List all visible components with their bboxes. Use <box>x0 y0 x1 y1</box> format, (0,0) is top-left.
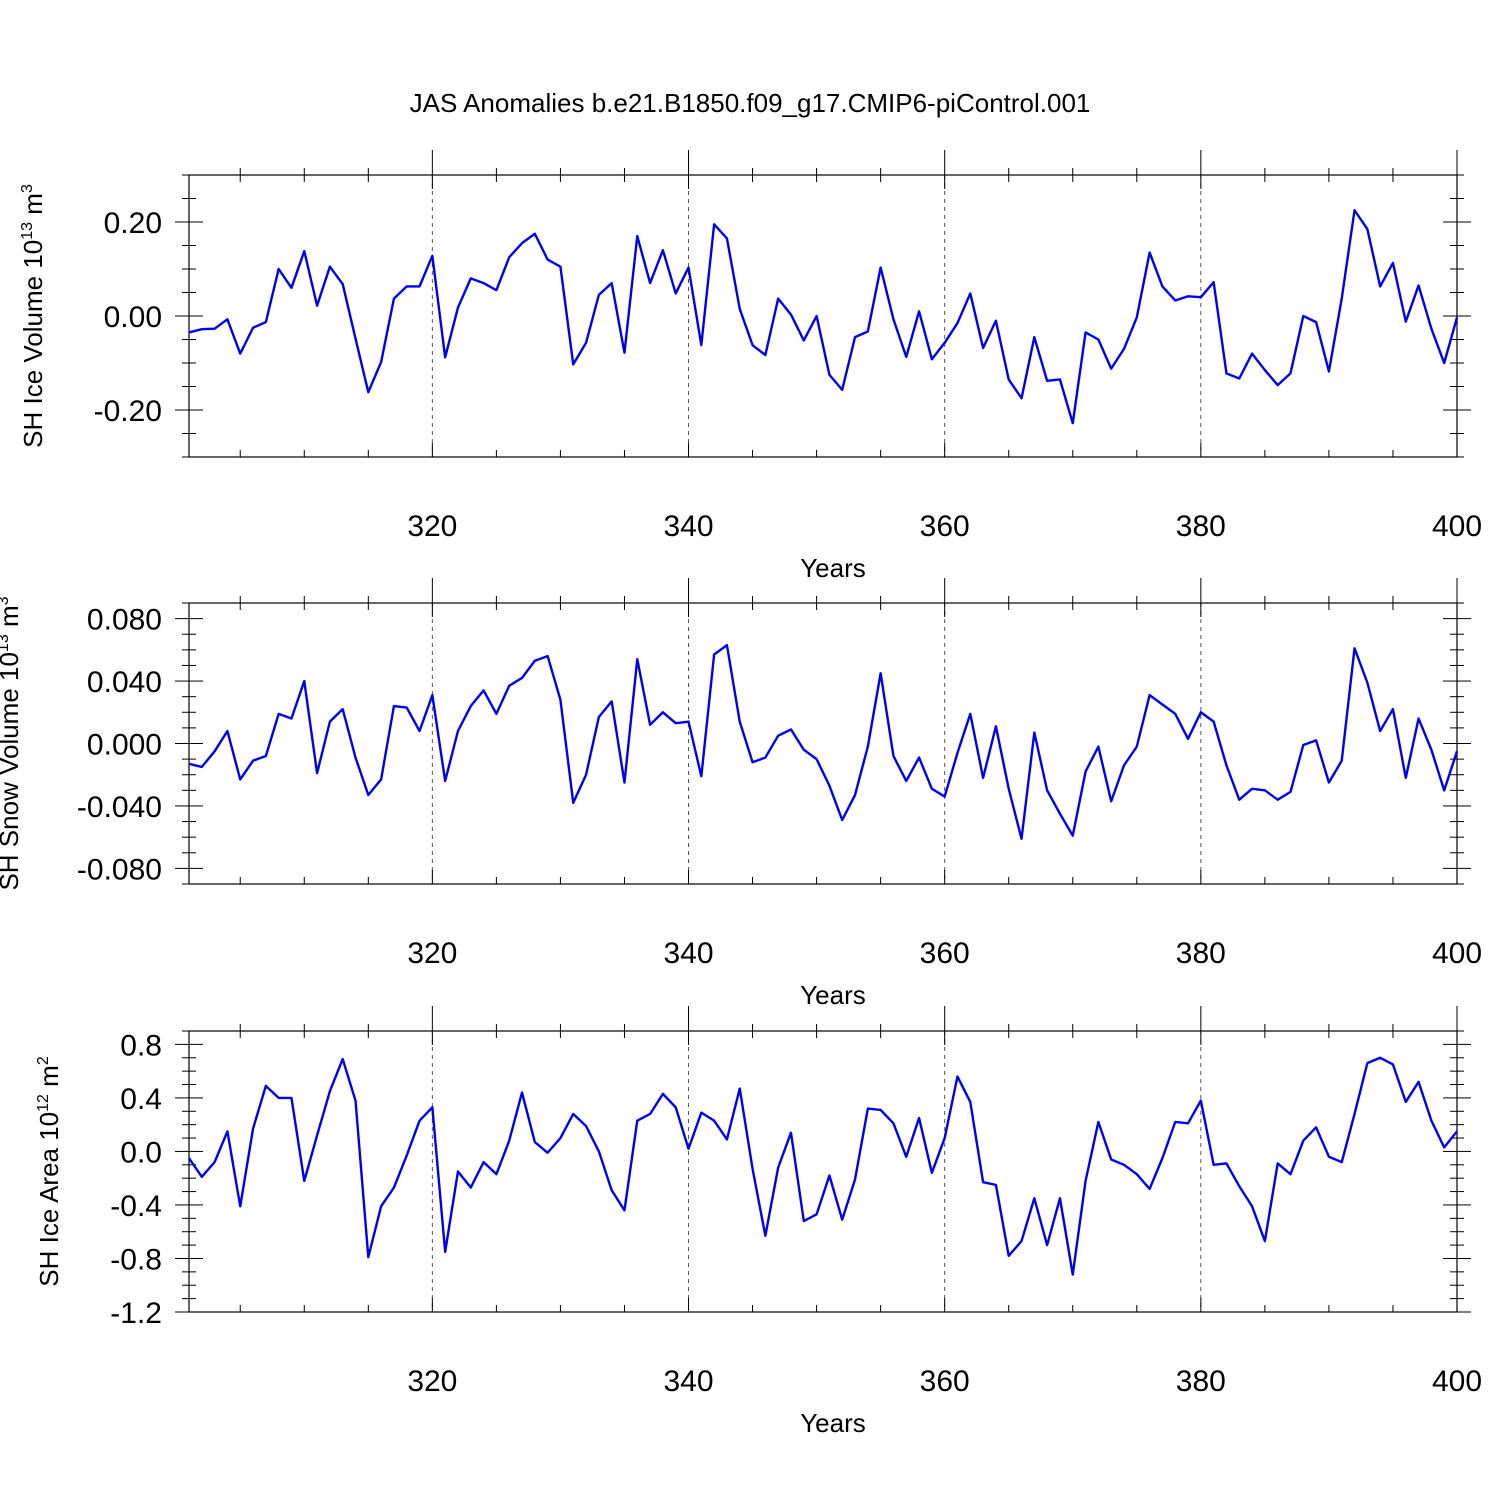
ytick-label: 0.00 <box>104 301 162 334</box>
xtick-label: 400 <box>1432 937 1482 970</box>
ytick-label: 0.0 <box>120 1136 162 1169</box>
panel-snow-volume: -0.080 -0.040 0.000 0.040 0.080 320 340 360 380 4… <box>0 578 1482 1010</box>
ytick-label: 0.000 <box>87 729 162 762</box>
chart-panels: -0.20 0.00 0.20 320 340 360 380 400 Years SH Ice … <box>0 150 1482 1438</box>
xtick-label: 360 <box>920 1365 970 1398</box>
xtick-label: 380 <box>1176 1365 1226 1398</box>
y-axis-title-unit: m <box>34 1065 64 1094</box>
y-axis-title-text: SH Snow Volume 10 <box>0 652 24 890</box>
xtick-label: 320 <box>407 510 457 543</box>
xtick-label: 380 <box>1176 510 1226 543</box>
xtick-label: 360 <box>920 937 970 970</box>
xtick-label: 320 <box>407 937 457 970</box>
xtick-label: 400 <box>1432 510 1482 543</box>
y-axis-title-text: SH Ice Area 10 <box>34 1112 64 1287</box>
ytick-label: 0.040 <box>87 666 162 699</box>
y-axis-title-unit: m <box>18 193 48 222</box>
y-axis-title-unit-exponent: 3 <box>19 184 36 193</box>
panel-ice-area: -1.2 -0.8 -0.4 0.0 0.4 0.8 320 340 360 380 400 Year… <box>34 1006 1482 1438</box>
panel-ice-volume: -0.20 0.00 0.20 320 340 360 380 400 Years SH Ice … <box>18 150 1482 583</box>
ytick-label: -0.20 <box>94 395 162 428</box>
x-axis-title: Years <box>800 1408 866 1438</box>
ytick-label: -0.040 <box>77 791 162 824</box>
y-axis-title-exponent: 13 <box>0 634 12 652</box>
xtick-label: 360 <box>920 510 970 543</box>
plot-frame <box>188 602 1458 885</box>
xtick-label: 400 <box>1432 1365 1482 1398</box>
ytick-label: -0.080 <box>77 853 162 886</box>
y-axis-title: SH Ice Area 1012 m2 <box>34 1056 64 1287</box>
xtick-label: 340 <box>663 937 713 970</box>
ytick-label: 0.4 <box>120 1083 162 1116</box>
xtick-label: 320 <box>407 1365 457 1398</box>
y-axis-title-exponent: 13 <box>19 222 36 240</box>
chart-title: JAS Anomalies b.e21.B1850.f09_g17.CMIP6-… <box>410 88 1091 118</box>
x-axis-title: Years <box>800 553 866 583</box>
ytick-label: 0.080 <box>87 604 162 637</box>
y-axis-title-text: SH Ice Volume 10 <box>18 240 48 448</box>
xtick-label: 340 <box>663 1365 713 1398</box>
y-axis-title-exponent: 12 <box>35 1094 52 1112</box>
y-axis-title-unit-exponent: 3 <box>0 596 12 605</box>
ytick-label: -0.4 <box>110 1190 162 1223</box>
xtick-label: 380 <box>1176 937 1226 970</box>
x-axis-title: Years <box>800 980 866 1010</box>
ytick-label: 0.8 <box>120 1029 162 1062</box>
series-line <box>188 643 1459 840</box>
ytick-label: -1.2 <box>110 1297 162 1330</box>
xtick-label: 340 <box>663 510 713 543</box>
series-line <box>188 1056 1458 1276</box>
y-axis-title-unit-exponent: 2 <box>35 1056 52 1065</box>
y-axis-title: SH Snow Volume 1013 m3 <box>0 596 24 890</box>
y-axis-title: SH Ice Volume 1013 m3 <box>18 184 48 448</box>
plot-frame <box>188 174 1458 458</box>
y-axis-title-unit: m <box>0 605 24 634</box>
plot-frame <box>188 1030 1458 1313</box>
ytick-label: -0.8 <box>110 1243 162 1276</box>
ytick-label: 0.20 <box>104 207 162 240</box>
series-line <box>188 209 1459 425</box>
